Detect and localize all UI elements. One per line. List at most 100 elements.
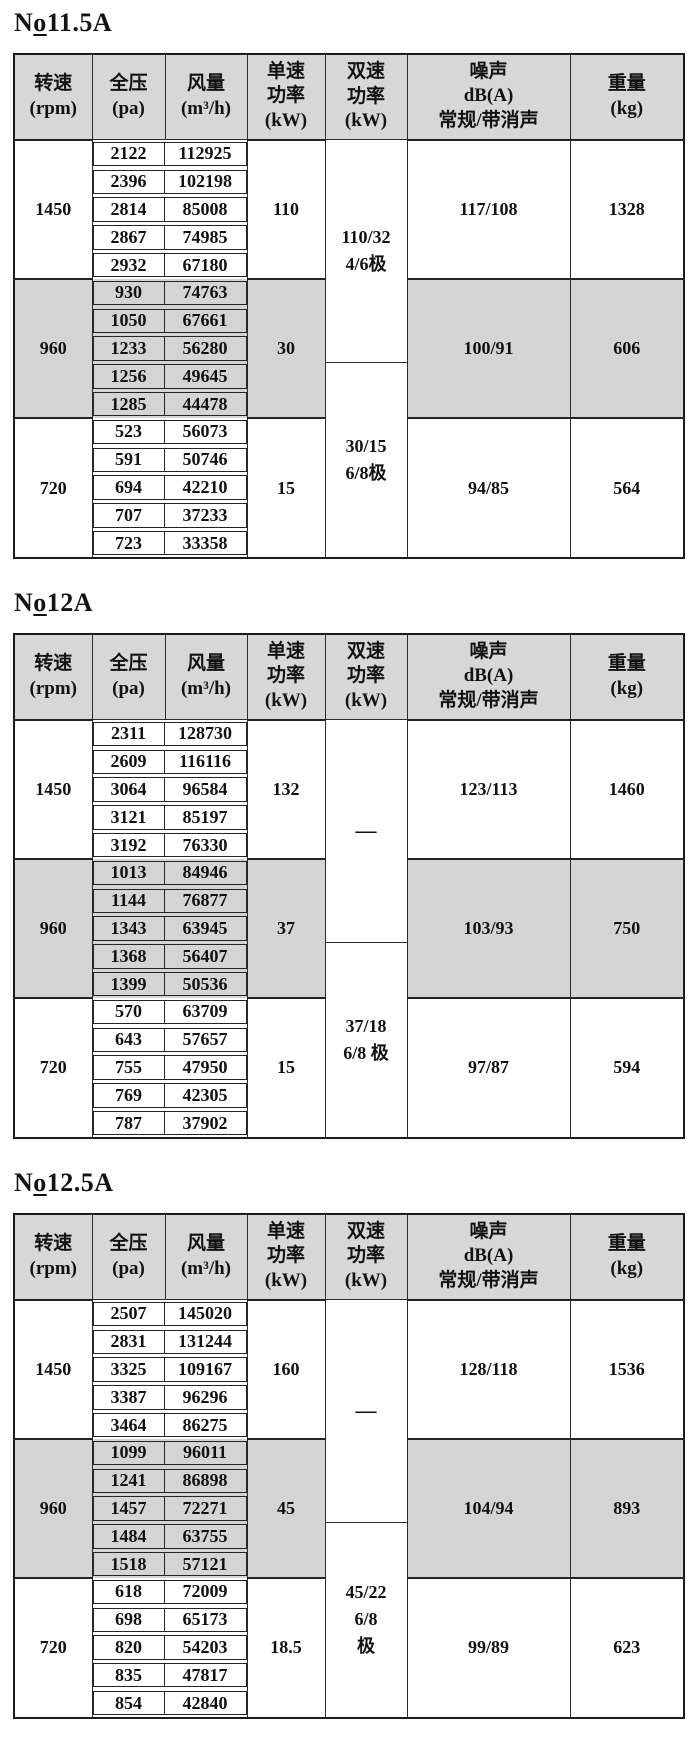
pressure-volume-cell: 1099 96011 (91, 1439, 248, 1467)
pressure-volume-cell: 643 57657 (91, 1025, 248, 1054)
pressure-value: 2831 (94, 1330, 165, 1353)
single-power-cell: 110 (246, 138, 326, 280)
rpm-cell: 1450 (13, 138, 93, 280)
model-title-number: 11.5A (46, 8, 113, 37)
pa-volume-box: 1484 63755 (92, 1524, 247, 1549)
pa-volume-box: 2932 67180 (92, 252, 247, 278)
header-volume: 风量 (m³/h) (164, 633, 248, 721)
table-row: 1484 63755 45/22 6/8 极 (14, 1521, 684, 1719)
dual-power-cell: 45/22 6/8 极 (324, 1521, 408, 1719)
pressure-value: 2609 (94, 750, 165, 773)
volume-value: 33358 (182, 532, 228, 553)
pa-volume-box: 1368 56407 (92, 944, 247, 969)
pressure-value: 1013 (94, 861, 165, 885)
header-weight: 重量 (kg) (569, 1213, 685, 1301)
table-row: 3387 96296 (14, 1383, 684, 1412)
volume-value: 50536 (182, 973, 228, 994)
volume-value: 56073 (182, 421, 228, 442)
table-row: 787 37902 (14, 1109, 684, 1138)
pressure-value: 3121 (94, 806, 165, 829)
header-pressure: 全压 (pa) (91, 633, 166, 721)
pressure-volume-cell: 2122 112925 (91, 139, 248, 168)
volume-value: 57121 (182, 1553, 228, 1574)
pressure-volume-cell: 2311 128730 (91, 719, 248, 748)
pressure-volume-cell: 591 50746 (91, 445, 248, 474)
header-pressure: 全压 (pa) (91, 1213, 166, 1301)
pressure-volume-cell: 820 54203 (91, 1633, 248, 1662)
volume-value: 86898 (182, 1470, 228, 1491)
pressure-volume-cell: 2867 74985 (91, 223, 248, 252)
volume-value: 76877 (182, 890, 228, 911)
pressure-value: 698 (94, 1608, 165, 1631)
pressure-volume-cell: 523 56073 (91, 418, 248, 446)
pa-volume-box: 2122 112925 (92, 141, 247, 167)
model-title-letter: N (14, 587, 34, 617)
pressure-volume-cell: 3064 96584 (91, 775, 248, 804)
pressure-value: 523 (94, 420, 165, 444)
header-noise: 噪声 dB(A) 常规/带消声 (406, 633, 571, 721)
pressure-volume-cell: 2396 102198 (91, 167, 248, 196)
pressure-value: 707 (94, 504, 165, 527)
volume-value: 47817 (182, 1664, 228, 1685)
volume-value: 109167 (178, 1359, 232, 1380)
pressure-volume-cell: 1285 44478 (91, 390, 248, 419)
volume-value: 72009 (182, 1581, 228, 1602)
pa-volume-box: 1241 86898 (92, 1468, 247, 1493)
pressure-volume-cell: 1368 56407 (91, 942, 248, 971)
pressure-value: 1050 (94, 309, 165, 332)
pressure-volume-cell: 1457 72271 (91, 1494, 248, 1523)
table-row: 1399 50536 (14, 970, 684, 999)
volume-value: 44478 (182, 393, 228, 414)
pressure-volume-cell: 2507 145020 (91, 1299, 248, 1328)
table-block: No11.5A 转速 (rpm) 全压 (pa) 风量 (m³/h) 单速 功率 (kW… (13, 8, 685, 559)
volume-value: 42305 (182, 1084, 228, 1105)
header-dual: 双速 功率 (kW) (324, 633, 408, 721)
pa-volume-box: 2311 128730 (92, 721, 247, 747)
pressure-volume-cell: 694 42210 (91, 473, 248, 502)
noise-cell: 94/85 (406, 417, 571, 559)
pressure-volume-cell: 3192 76330 (91, 831, 248, 860)
volume-value: 56407 (182, 945, 228, 966)
pressure-volume-cell: 769 42305 (91, 1081, 248, 1110)
table-row: 723 33358 (14, 529, 684, 558)
header-volume: 风量 (m³/h) (164, 53, 248, 141)
rpm-cell: 960 (13, 858, 93, 999)
table-row: 643 57657 (14, 1025, 684, 1054)
pressure-value: 2396 (94, 170, 165, 193)
dual-power-cell: — (324, 1299, 408, 1523)
pressure-volume-cell: 2609 116116 (91, 747, 248, 776)
pressure-volume-cell: 3464 86275 (91, 1411, 248, 1440)
volume-value: 67661 (182, 310, 228, 331)
table-row: 3325 109167 (14, 1355, 684, 1384)
volume-value: 65173 (182, 1609, 228, 1630)
header-dual: 双速 功率 (kW) (324, 1213, 408, 1301)
pressure-volume-cell: 2814 85008 (91, 195, 248, 224)
volume-value: 42210 (182, 477, 228, 498)
pressure-volume-cell: 1484 63755 (91, 1522, 248, 1551)
pressure-value: 787 (94, 1111, 165, 1135)
header-weight: 重量 (kg) (569, 53, 685, 141)
rpm-cell: 1450 (13, 718, 93, 860)
table-row: 3192 76330 (14, 831, 684, 860)
pressure-volume-cell: 1013 84946 (91, 859, 248, 887)
pa-volume-box: 3121 85197 (92, 805, 247, 830)
pressure-volume-cell: 2831 131244 (91, 1327, 248, 1356)
pressure-value: 591 (94, 448, 165, 471)
model-title-letter-underlined: o (33, 8, 47, 37)
volume-value: 145020 (178, 1303, 232, 1324)
model-title-number: 12.5A (46, 1167, 114, 1197)
table-row: 755 47950 (14, 1053, 684, 1082)
table-row: 698 65173 (14, 1605, 684, 1634)
pressure-value: 570 (94, 1000, 165, 1024)
pressure-value: 3387 (94, 1386, 165, 1409)
volume-value: 47950 (182, 1057, 228, 1077)
rpm-cell: 720 (13, 1577, 93, 1719)
pressure-value: 694 (94, 476, 165, 499)
single-power-cell: 15 (246, 997, 326, 1139)
pressure-volume-cell: 1241 86898 (91, 1466, 248, 1495)
table-row: 1343 63945 (14, 914, 684, 943)
table-row: 2831 131244 (14, 1327, 684, 1356)
single-power-cell: 132 (246, 718, 326, 860)
header-dual: 双速 功率 (kW) (324, 53, 408, 141)
table-row: 960 1013 84946 37 103/93 750 (13, 858, 685, 999)
